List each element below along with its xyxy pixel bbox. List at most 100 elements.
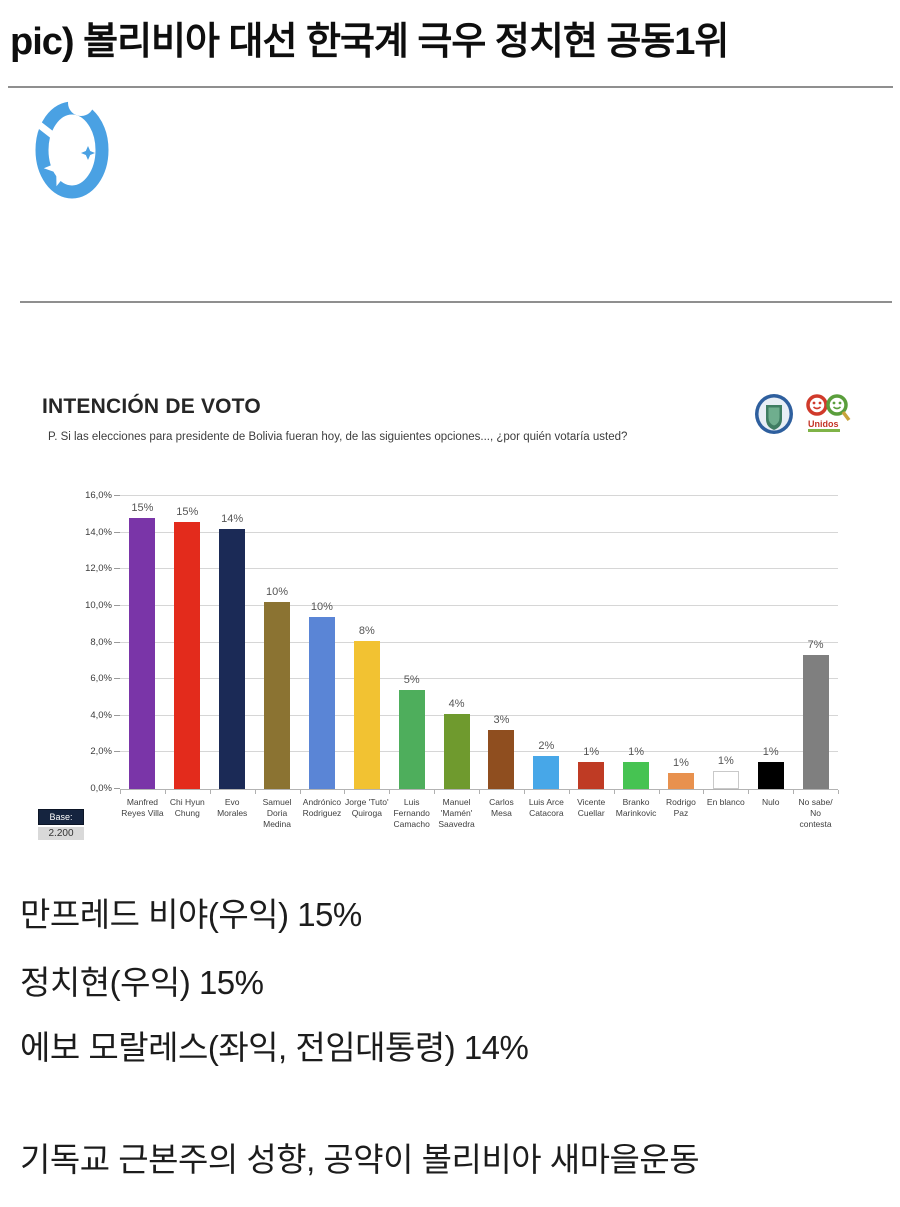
x-axis-category-label: Chi Hyun Chung: [169, 797, 205, 819]
divider-middle: [20, 301, 892, 303]
x-axis-category-label: Manuel 'Mamén' Saavedra: [438, 797, 475, 830]
x-axis-category-label: No sabe/ No contesta: [798, 797, 833, 830]
x-axis-category-label: Carlos Mesa: [489, 797, 514, 819]
gridline: [120, 568, 838, 570]
bar-value-label: 15%: [176, 505, 199, 518]
bar-value-label: 1%: [717, 754, 734, 767]
y-axis-tick: [114, 678, 120, 680]
bar: [264, 602, 291, 789]
x-axis-category-label: Luis Arce Catacora: [528, 797, 564, 819]
bar-value-label: 1%: [628, 745, 645, 758]
y-axis-tick: [114, 531, 120, 533]
x-axis-tick: [254, 790, 256, 794]
post-title: pic) 볼리비아 대선 한국계 극우 정치현 공동1위: [10, 21, 729, 63]
bar: [353, 640, 380, 789]
x-axis-tick: [209, 790, 211, 794]
logo-ring-gap: [36, 121, 59, 141]
y-axis-tick: [114, 641, 120, 643]
bar: [623, 761, 650, 789]
x-axis-category-label: Samuel Doria Medina: [262, 797, 292, 830]
gridline: [120, 495, 838, 496]
bar: [308, 616, 335, 789]
bar-value-label: 10%: [310, 600, 333, 613]
bar: [533, 756, 560, 789]
x-axis-tick: [568, 790, 570, 794]
bar-value-label: 8%: [358, 624, 375, 637]
y-axis-label: 6,0%: [90, 673, 112, 685]
y-axis-tick: [114, 495, 120, 496]
bar-plot-area: 0,0% 2,0% 4,0% 6,0% 8,0% 10,0% 12,0% 14,0% 16,0%…: [85, 490, 839, 829]
bar-value-label: 1%: [762, 745, 779, 758]
y-axis-label: 10,0%: [85, 599, 112, 611]
x-axis-tick: [479, 790, 480, 794]
logo-sparkle: [81, 146, 95, 160]
bar: [578, 761, 605, 789]
gridline: [120, 531, 838, 533]
x-axis-tick: [613, 790, 615, 794]
bar: [757, 761, 784, 789]
base-box: Base: 2.200: [38, 809, 84, 840]
chart-title: INTENCIÓN DE VOTO: [42, 395, 261, 418]
gridline: [120, 751, 838, 753]
x-axis-tick: [793, 790, 795, 794]
x-axis-tick: [523, 790, 525, 794]
bar: [488, 730, 515, 789]
bar-value-label: 2%: [538, 740, 555, 753]
svg-text:Unidos: Unidos: [808, 419, 839, 429]
bar: [712, 770, 739, 789]
x-axis-category-label: En blanco: [706, 797, 745, 807]
bar: [174, 521, 201, 789]
x-axis-category-label: Luis Fernando Camacho: [393, 797, 430, 830]
bar-value-label: 1%: [583, 745, 600, 758]
bar-value-label: 5%: [403, 674, 420, 687]
result-line-1: 만프레드 비야(우익) 15%: [20, 896, 362, 933]
x-axis-tick: [389, 790, 391, 794]
base-value: 2.200: [38, 827, 84, 840]
y-axis-tick: [114, 751, 120, 753]
bar: [667, 772, 694, 789]
x-axis-tick: [838, 790, 839, 794]
bar: [443, 713, 470, 789]
y-axis-label: 16,0%: [85, 490, 112, 501]
gridline: [120, 678, 838, 680]
y-axis-label: 14,0%: [85, 526, 112, 538]
x-axis-tick: [164, 790, 166, 794]
bar: [398, 690, 425, 789]
y-axis-label: 8,0%: [90, 636, 112, 648]
bar-value-label: 14%: [221, 512, 244, 525]
x-axis-category-label: Jorge 'Tuto' Quiroga: [345, 797, 389, 819]
y-axis-label: 2,0%: [90, 746, 112, 758]
chart-logos: Unidos: [754, 393, 852, 443]
bar-value-label: 10%: [266, 586, 289, 599]
logo-star: [43, 149, 79, 187]
y-axis-label: 4,0%: [90, 709, 112, 721]
bar-value-label: 3%: [493, 714, 510, 727]
x-axis-category-label: Andrónico Rodriguez: [302, 797, 342, 819]
blue-planet-star-logo[interactable]: [35, 90, 109, 200]
gridline: [120, 641, 838, 643]
bar: [802, 655, 829, 789]
y-axis-tick: [114, 568, 120, 570]
gridline: [120, 714, 838, 716]
unidos-logo-icon: Unidos: [806, 394, 851, 432]
bar-value-label: 7%: [807, 639, 824, 652]
bar-value-label: 1%: [672, 756, 689, 769]
x-axis-tick: [344, 790, 346, 794]
x-axis-tick: [748, 790, 750, 794]
bar-value-label: 15%: [131, 501, 154, 514]
base-label: Base:: [38, 809, 84, 825]
y-axis-tick: [114, 604, 120, 606]
x-axis-category-label: Evo Morales: [217, 797, 248, 819]
x-axis-tick: [299, 790, 301, 794]
x-axis-category-label: Rodrigo Paz: [666, 797, 696, 819]
bar: [219, 528, 246, 789]
y-axis-label: 12,0%: [85, 563, 112, 575]
chart-subtitle: P. Si las elecciones para presidente de …: [48, 431, 628, 443]
result-line-2: 정치현(우익) 15%: [20, 964, 264, 1001]
x-axis-tick: [703, 790, 705, 794]
comment-line: 기독교 근본주의 성향, 공약이 볼리비아 새마을운동: [20, 1141, 700, 1178]
divider-top: [8, 86, 893, 88]
bar-value-label: 4%: [448, 697, 465, 710]
x-axis-tick: [658, 790, 660, 794]
x-axis-category-label: Vicente Cuellar: [577, 797, 606, 819]
